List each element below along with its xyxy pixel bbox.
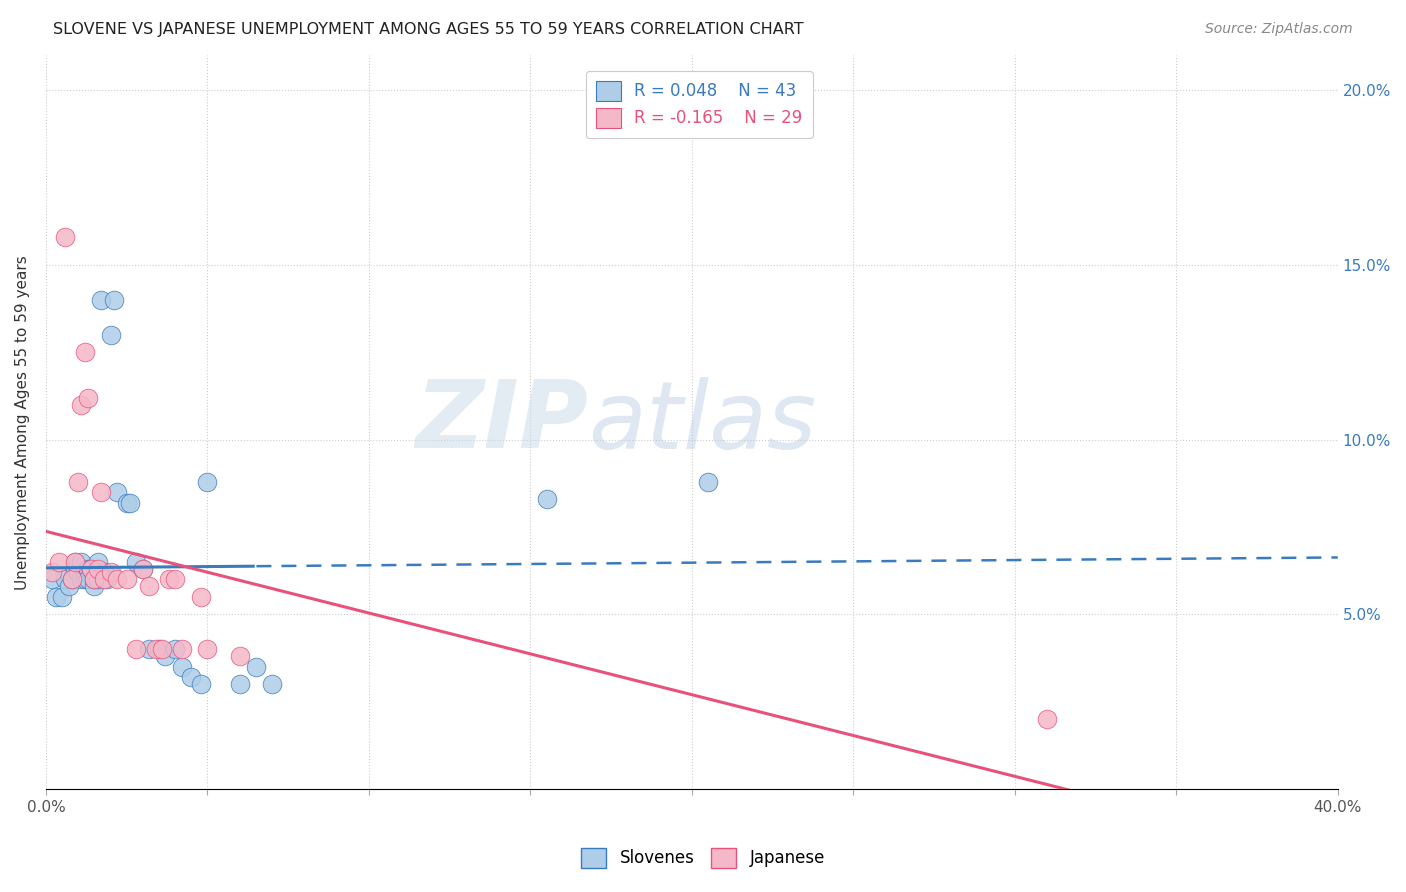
Point	[70, 398, 93, 412]
Point	[125, 555, 148, 569]
Point	[60, 573, 83, 587]
Text: atlas: atlas	[589, 376, 817, 467]
Point	[86, 573, 108, 587]
Point	[77, 562, 100, 576]
Point	[67, 475, 90, 489]
Point	[145, 642, 167, 657]
Point	[132, 562, 155, 576]
Point	[67, 566, 90, 580]
Point	[536, 491, 558, 506]
Point	[96, 573, 118, 587]
Point	[165, 642, 187, 657]
Point	[157, 573, 180, 587]
Point	[197, 475, 219, 489]
Point	[70, 555, 93, 569]
Point	[48, 555, 70, 569]
Point	[41, 573, 63, 587]
Point	[70, 573, 93, 587]
Point	[53, 573, 76, 587]
Y-axis label: Unemployment Among Ages 55 to 59 years: Unemployment Among Ages 55 to 59 years	[15, 255, 30, 590]
Point	[190, 590, 212, 604]
Point	[83, 579, 105, 593]
Point	[93, 566, 115, 580]
Point	[229, 677, 252, 691]
Point	[150, 642, 173, 657]
Point	[190, 677, 212, 691]
Point	[80, 562, 103, 576]
Point	[148, 642, 170, 657]
Point	[170, 642, 193, 657]
Point	[63, 562, 86, 576]
Point	[260, 677, 283, 691]
Point	[138, 642, 160, 657]
Point	[90, 485, 112, 500]
Point	[83, 573, 105, 587]
Point	[138, 579, 160, 593]
Point	[77, 573, 100, 587]
Point	[73, 566, 96, 580]
Point	[100, 566, 122, 580]
Point	[118, 495, 141, 509]
Point	[170, 660, 193, 674]
Point	[132, 562, 155, 576]
Point	[83, 573, 105, 587]
Point	[180, 670, 202, 684]
Point	[51, 590, 73, 604]
Point	[63, 555, 86, 569]
Point	[90, 293, 112, 307]
Point	[245, 660, 267, 674]
Point	[115, 495, 138, 509]
Point	[73, 573, 96, 587]
Point	[73, 345, 96, 359]
Legend: R = 0.048    N = 43, R = -0.165    N = 29: R = 0.048 N = 43, R = -0.165 N = 29	[586, 70, 813, 138]
Point	[86, 562, 108, 576]
Point	[105, 485, 128, 500]
Legend: Slovenes, Japanese: Slovenes, Japanese	[575, 841, 831, 875]
Point	[58, 579, 80, 593]
Point	[229, 649, 252, 664]
Point	[60, 573, 83, 587]
Point	[41, 566, 63, 580]
Point	[197, 642, 219, 657]
Point	[53, 230, 76, 244]
Point	[115, 573, 138, 587]
Point	[103, 293, 125, 307]
Text: ZIP: ZIP	[416, 376, 589, 468]
Point	[93, 573, 115, 587]
Text: SLOVENE VS JAPANESE UNEMPLOYMENT AMONG AGES 55 TO 59 YEARS CORRELATION CHART: SLOVENE VS JAPANESE UNEMPLOYMENT AMONG A…	[53, 22, 804, 37]
Point	[155, 649, 177, 664]
Point	[100, 327, 122, 342]
Point	[63, 555, 86, 569]
Point	[45, 590, 67, 604]
Point	[105, 573, 128, 587]
Point	[165, 573, 187, 587]
Point	[77, 391, 100, 405]
Point	[1036, 712, 1059, 726]
Text: Source: ZipAtlas.com: Source: ZipAtlas.com	[1205, 22, 1353, 37]
Point	[86, 555, 108, 569]
Point	[697, 475, 720, 489]
Point	[80, 562, 103, 576]
Point	[125, 642, 148, 657]
